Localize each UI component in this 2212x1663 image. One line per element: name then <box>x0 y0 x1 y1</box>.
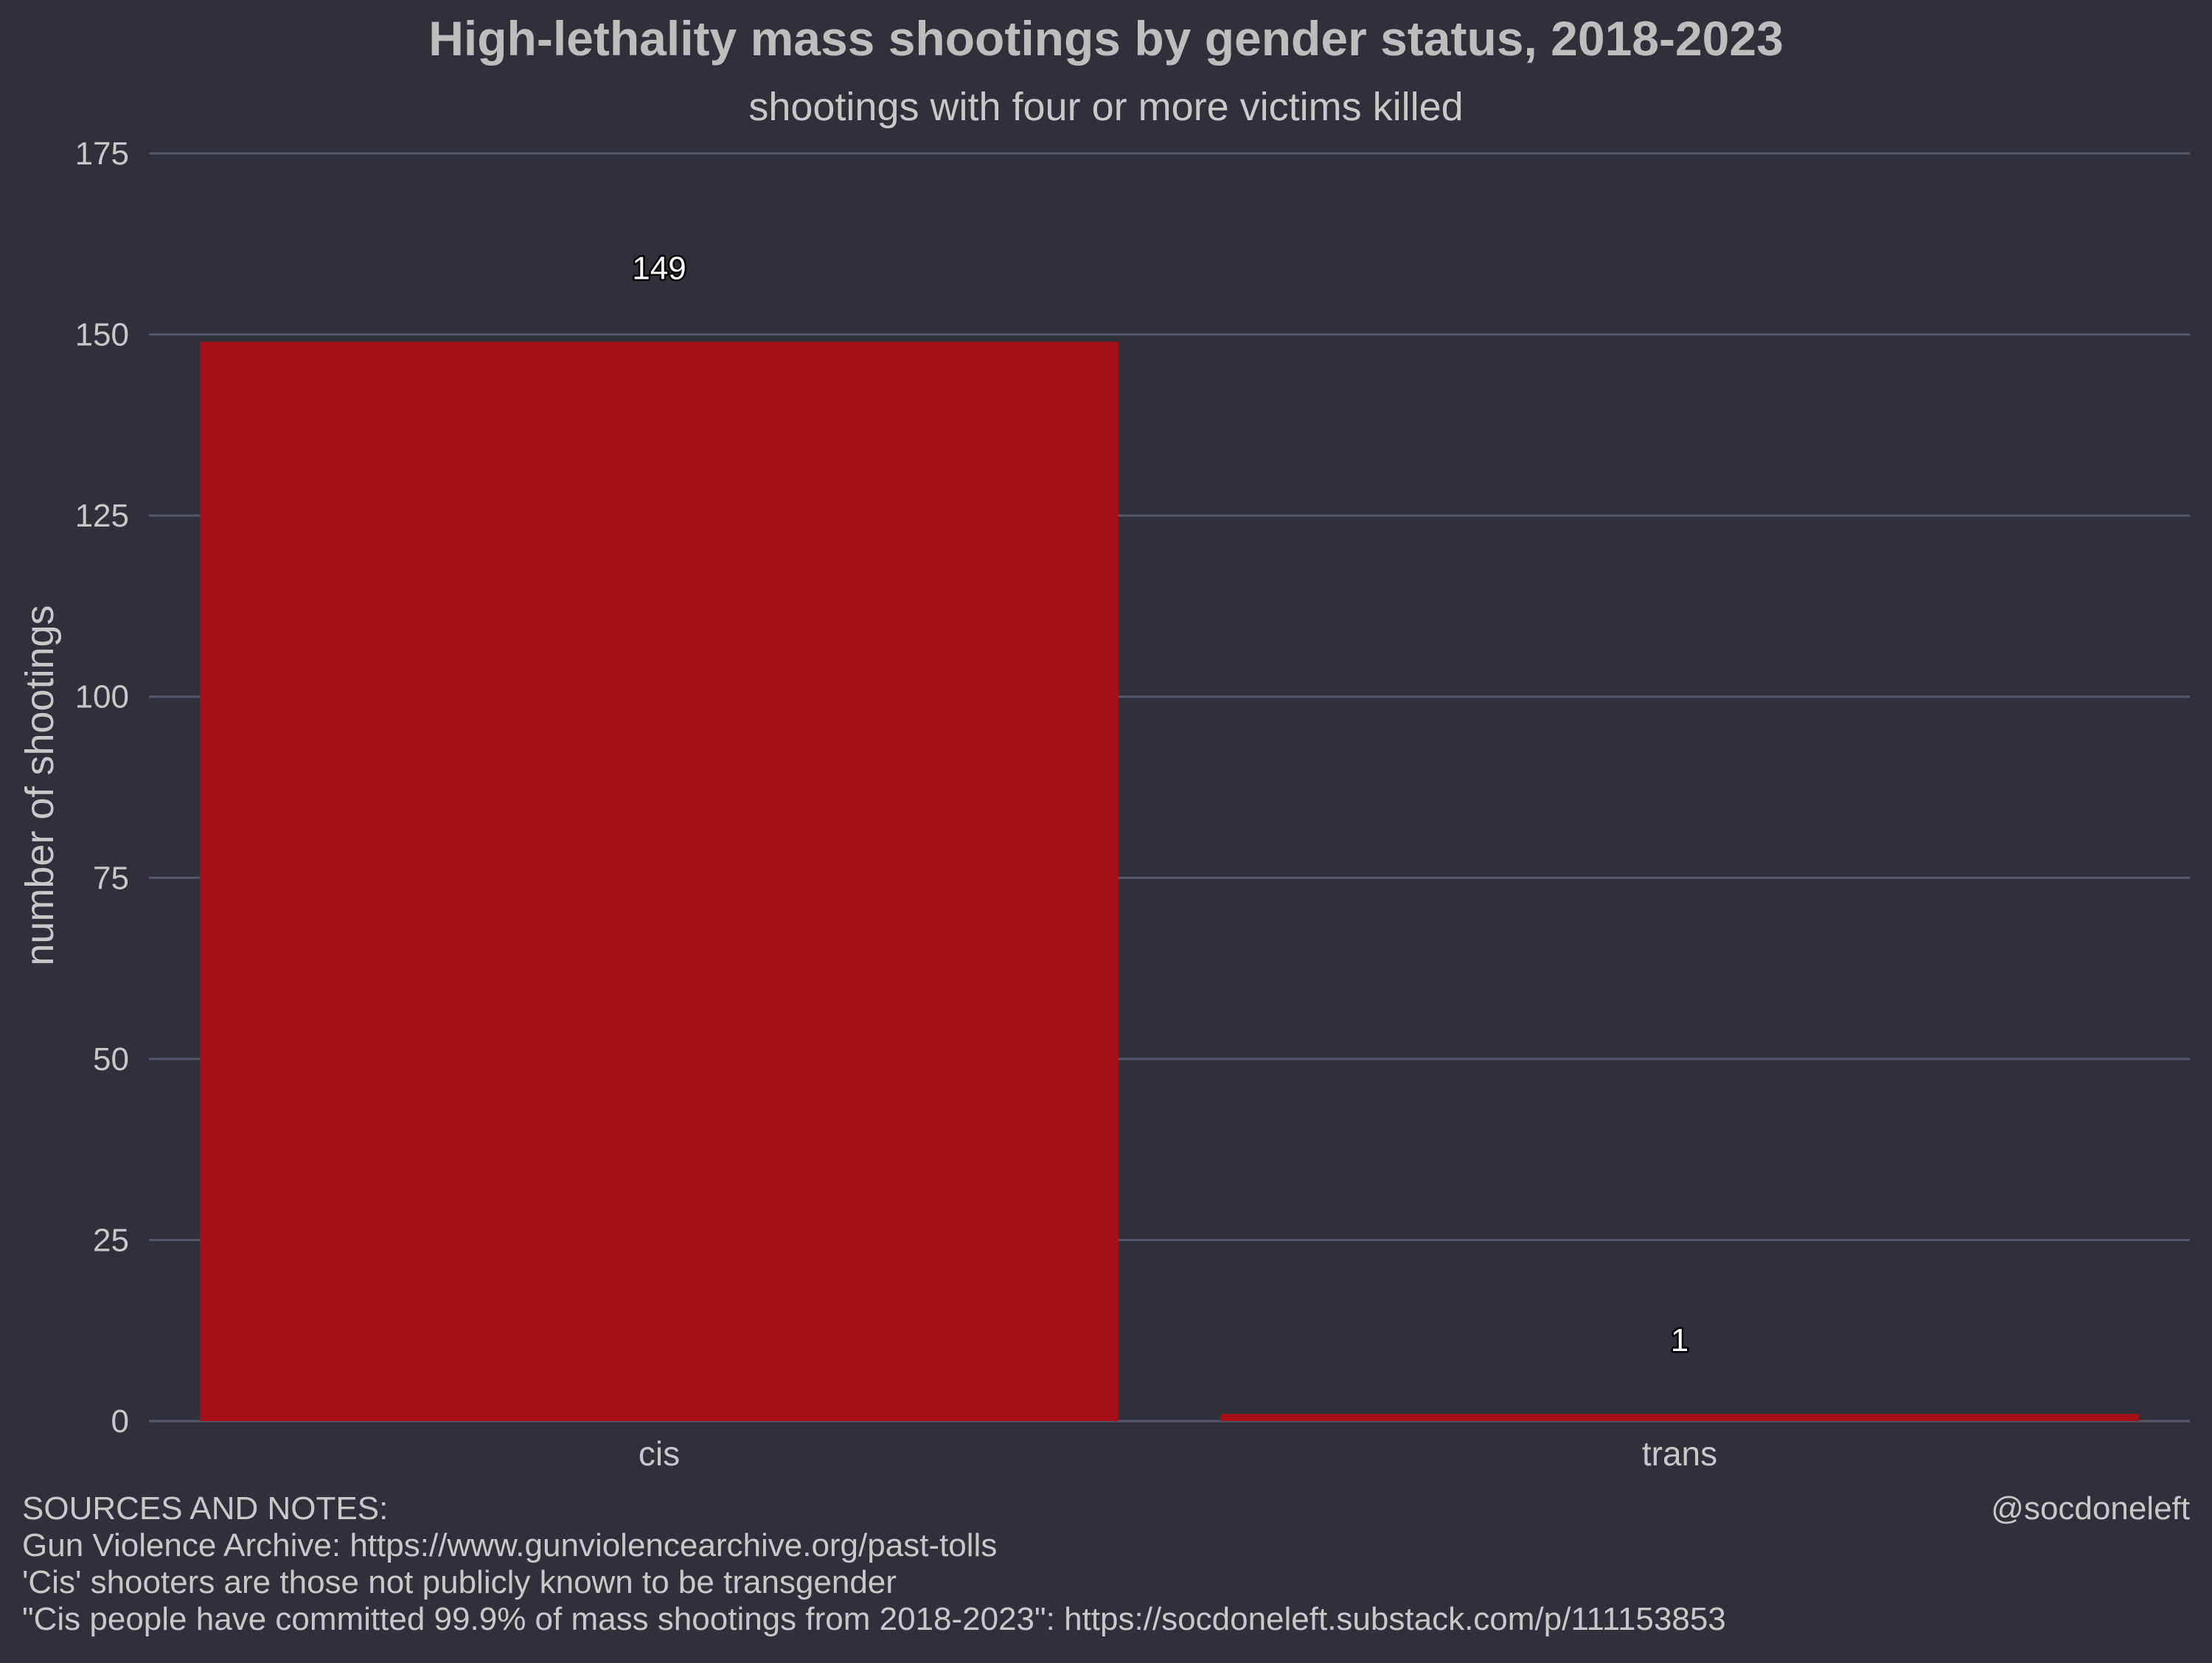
y-tick-label-75: 75 <box>93 860 129 896</box>
y-tick-label-100: 100 <box>75 679 129 715</box>
data-label-cis: 149 <box>632 250 686 286</box>
y-tick-label-150: 150 <box>75 317 129 353</box>
footer-note-source: Gun Violence Archive: https://www.gunvio… <box>22 1527 997 1563</box>
chart-title: High-lethality mass shootings by gender … <box>428 11 1784 66</box>
y-tick-label-50: 50 <box>93 1041 129 1077</box>
y-tick-label-175: 175 <box>75 136 129 172</box>
y-tick-label-0: 0 <box>111 1403 129 1440</box>
footer-note-definition: 'Cis' shooters are those not publicly kn… <box>22 1564 897 1600</box>
bar-cis <box>200 341 1119 1421</box>
footer-notes: SOURCES AND NOTES: Gun Violence Archive:… <box>22 1490 1726 1637</box>
y-tick-label-125: 125 <box>75 498 129 534</box>
credit-handle: @socdoneleft <box>1991 1490 2190 1527</box>
data-label-trans: 1 <box>1671 1322 1688 1358</box>
chart-subtitle: shootings with four or more victims kill… <box>748 85 1463 129</box>
y-axis-label: number of shootings <box>18 605 62 965</box>
y-tick-label-25: 25 <box>93 1222 129 1258</box>
x-tick-label-cis: cis <box>639 1434 680 1473</box>
x-tick-label-trans: trans <box>1642 1434 1717 1473</box>
bars <box>200 341 2139 1421</box>
axis-ticks: 0 25 50 75 100 125 150 175 cis trans <box>75 136 1718 1473</box>
footer-note-heading: SOURCES AND NOTES: <box>22 1490 388 1527</box>
bar-trans <box>1220 1414 2139 1421</box>
data-labels: 149 1 <box>630 249 1691 1361</box>
footer-note-link: "Cis people have committed 99.9% of mass… <box>22 1601 1726 1637</box>
